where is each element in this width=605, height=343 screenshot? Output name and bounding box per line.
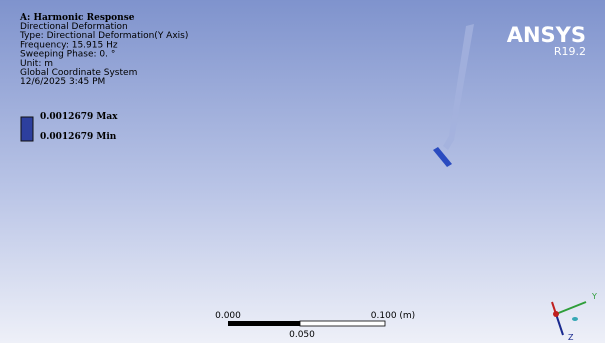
logo-version: R19.2 — [554, 45, 586, 58]
legend-min: 0.0012679 Min — [40, 132, 117, 142]
legend-max: 0.0012679 Max — [40, 112, 118, 122]
viewport: A: Harmonic Response Directional Deforma… — [0, 0, 605, 343]
logo-name: ANSYS — [507, 23, 586, 47]
scale-black — [228, 321, 300, 326]
triad-sphere — [572, 317, 578, 321]
scale-white — [300, 321, 385, 326]
triad-z-label: Z — [568, 333, 574, 342]
legend-swatch — [21, 117, 33, 141]
scale-right: 0.100 (m) — [371, 311, 415, 321]
triad-origin — [553, 311, 559, 317]
scale-left: 0.000 — [215, 311, 241, 321]
page: A: Harmonic Response Directional Deforma… — [0, 0, 605, 343]
scale-middle: 0.050 — [289, 330, 315, 340]
triad-y-label: Y — [591, 292, 597, 301]
header-line: 12/6/2025 3:45 PM — [20, 77, 105, 87]
